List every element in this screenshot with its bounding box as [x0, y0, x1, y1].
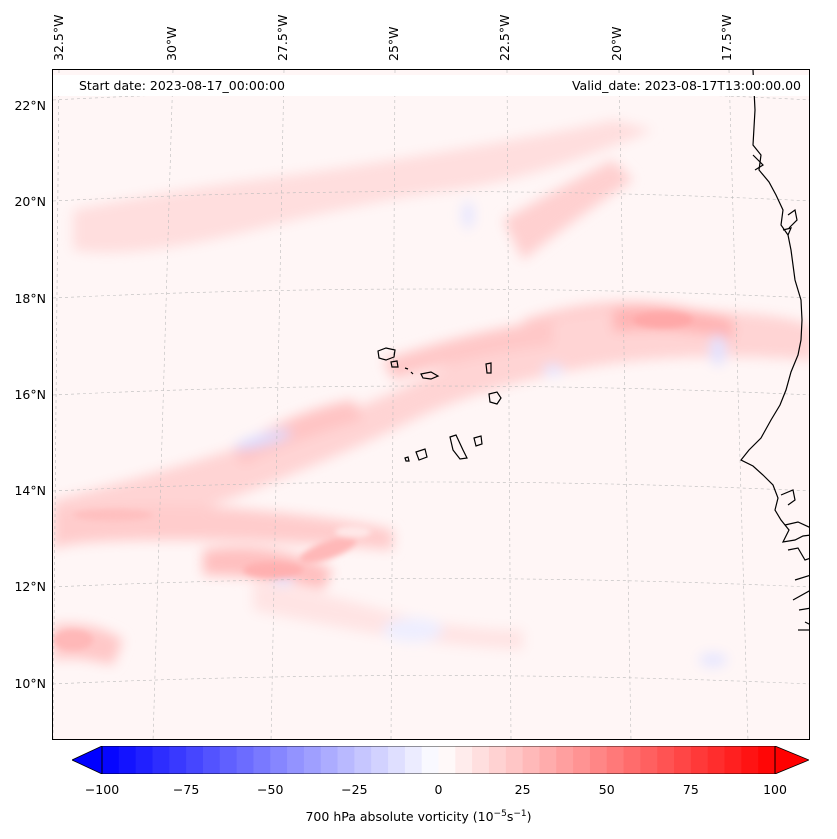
colorbar-segment — [354, 746, 372, 774]
colorbar-segment — [320, 746, 339, 774]
colorbar-segment — [707, 746, 726, 774]
colorbar-segment — [303, 746, 322, 774]
colorbar-segment — [388, 746, 406, 774]
colorbar-segment — [741, 746, 759, 774]
colorbar-tick-label: 75 — [682, 782, 699, 797]
lat-label: 22°N — [14, 98, 46, 113]
colorbar — [72, 746, 809, 774]
colorbar-segment — [270, 746, 288, 774]
colorbar-segment — [690, 746, 709, 774]
colorbar-segment — [337, 746, 355, 774]
lon-label: 30°W — [164, 26, 179, 61]
colorbar-tick-label: −50 — [257, 782, 284, 797]
colorbar-segment — [674, 746, 692, 774]
colorbar-segment — [522, 746, 540, 774]
lat-label: 16°N — [14, 387, 46, 402]
colorbar-segment — [236, 746, 254, 774]
island-islet — [410, 371, 414, 375]
colorbar-segment — [539, 746, 557, 774]
colorbar-segment — [102, 746, 120, 774]
colorbar-segment — [472, 746, 490, 774]
colorbar-tick-label: −75 — [172, 782, 200, 797]
colorbar-extend-low — [72, 746, 103, 774]
lat-label: 18°N — [14, 291, 46, 306]
island-fogo — [415, 448, 428, 461]
colorbar-tick-label: 0 — [434, 782, 443, 797]
colorbar-tick-label: 25 — [514, 782, 531, 797]
island-brava — [404, 456, 410, 462]
colorbar-segment — [556, 746, 574, 774]
colorbar-segment — [488, 746, 507, 774]
west-african-coast — [740, 70, 809, 631]
colorbar-segment — [152, 746, 170, 774]
colorbar-segment — [421, 746, 439, 774]
colorbar-segment — [640, 746, 658, 774]
lon-label: 22.5°W — [497, 14, 512, 61]
lat-label: 12°N — [14, 579, 46, 594]
colorbar-segment — [371, 746, 389, 774]
colorbar-segment — [657, 746, 675, 774]
island-santa-luzia — [404, 367, 409, 370]
lat-label: 14°N — [14, 483, 46, 498]
vorticity-map — [53, 70, 809, 739]
island-sao-nicolau — [420, 371, 440, 380]
lon-label: 25°W — [386, 26, 401, 61]
colorbar-tick-label: −25 — [341, 782, 368, 797]
colorbar-segment — [438, 746, 456, 774]
valid-date: Valid_date: 2023-08-17T13:00:00.00 — [571, 78, 801, 93]
gridlines — [53, 70, 809, 739]
colorbar-tick-label: −100 — [84, 782, 120, 797]
island-boa-vista — [488, 391, 502, 405]
colorbar-segment — [606, 746, 625, 774]
date-band — [53, 75, 809, 96]
island-santiago — [449, 434, 468, 460]
cape-verde-islands — [377, 347, 502, 462]
colorbar-segment — [202, 746, 221, 774]
colorbar-segment — [219, 746, 238, 774]
lat-label: 20°N — [14, 194, 46, 209]
lat-label: 10°N — [14, 676, 46, 691]
colorbar-segment — [589, 746, 608, 774]
colorbar-segment — [455, 746, 473, 774]
island-santo-antao — [377, 347, 396, 361]
lon-label: 32.5°W — [51, 14, 66, 61]
lon-label: 27.5°W — [275, 14, 290, 61]
colorbar-segment — [169, 746, 187, 774]
colorbar-segment — [253, 746, 271, 774]
colorbar-segment — [186, 746, 204, 774]
island-maio — [473, 435, 483, 447]
colorbar-segment — [505, 746, 524, 774]
colorbar-segment — [573, 746, 591, 774]
lon-label: 17.5°W — [719, 14, 734, 61]
start-date: Start date: 2023-08-17_00:00:00 — [79, 78, 285, 93]
colorbar-outline — [101, 746, 776, 774]
island-sal — [485, 362, 492, 374]
lon-label: 20°W — [609, 26, 624, 61]
colorbar-segment — [623, 746, 641, 774]
map-panel — [52, 69, 810, 740]
colorbar-segment — [724, 746, 742, 774]
colorbar-label: 700 hPa absolute vorticity (10−5s−1) — [305, 809, 532, 825]
island-sao-vicente — [390, 360, 399, 368]
colorbar-segment — [287, 746, 305, 774]
colorbar-segment — [404, 746, 423, 774]
colorbar-segments — [102, 746, 776, 774]
colorbar-tick-label: 50 — [598, 782, 615, 797]
colorbar-tick-label: 100 — [763, 782, 787, 797]
colorbar-segment — [135, 746, 153, 774]
colorbar-extend-high — [774, 746, 809, 774]
colorbar-segment — [118, 746, 137, 774]
colorbar-segment — [758, 746, 776, 774]
